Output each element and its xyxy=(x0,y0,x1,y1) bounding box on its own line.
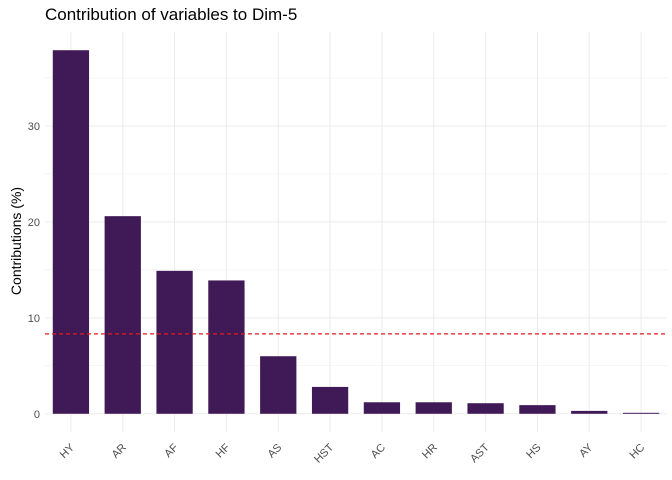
x-tick-label: HF xyxy=(214,441,233,460)
bar-hr xyxy=(415,402,452,414)
bar-hc xyxy=(622,412,660,414)
bar-ast xyxy=(467,403,504,414)
bars xyxy=(52,50,660,414)
y-axis-title: Contributions (%) xyxy=(8,187,24,295)
chart-title: Contribution of variables to Dim-5 xyxy=(45,5,298,24)
x-tick-label: AC xyxy=(369,442,388,461)
bar-af xyxy=(156,270,193,414)
y-tick-label: 0 xyxy=(34,409,40,421)
y-tick-label: 10 xyxy=(28,313,40,325)
x-tick-label: HY xyxy=(58,441,78,461)
x-tick-label: HC xyxy=(627,442,647,462)
x-tick-label: AF xyxy=(162,441,181,460)
x-tick-label: AS xyxy=(266,442,285,461)
bar-hst xyxy=(311,386,349,414)
y-tick-label: 30 xyxy=(28,121,40,133)
bar-ar xyxy=(104,216,141,414)
bar-as xyxy=(260,356,297,414)
x-tick-label: AY xyxy=(577,441,596,460)
x-tick-label: AR xyxy=(110,442,129,461)
bar-hy xyxy=(52,50,90,414)
x-tick-label: HS xyxy=(524,442,543,461)
x-axis-ticks: HY AR AF HF AS HST AC HR AST HS AY HC xyxy=(58,441,647,466)
y-tick-label: 20 xyxy=(28,217,40,229)
bar-ac xyxy=(363,402,401,414)
y-axis-ticks: 0 10 20 30 xyxy=(28,121,40,421)
x-tick-label: HST xyxy=(312,441,336,465)
bar-ay xyxy=(571,410,608,414)
bar-hf xyxy=(208,280,245,414)
bar-hs xyxy=(519,405,556,414)
x-tick-label: AST xyxy=(468,441,492,465)
x-tick-label: HR xyxy=(420,442,440,462)
